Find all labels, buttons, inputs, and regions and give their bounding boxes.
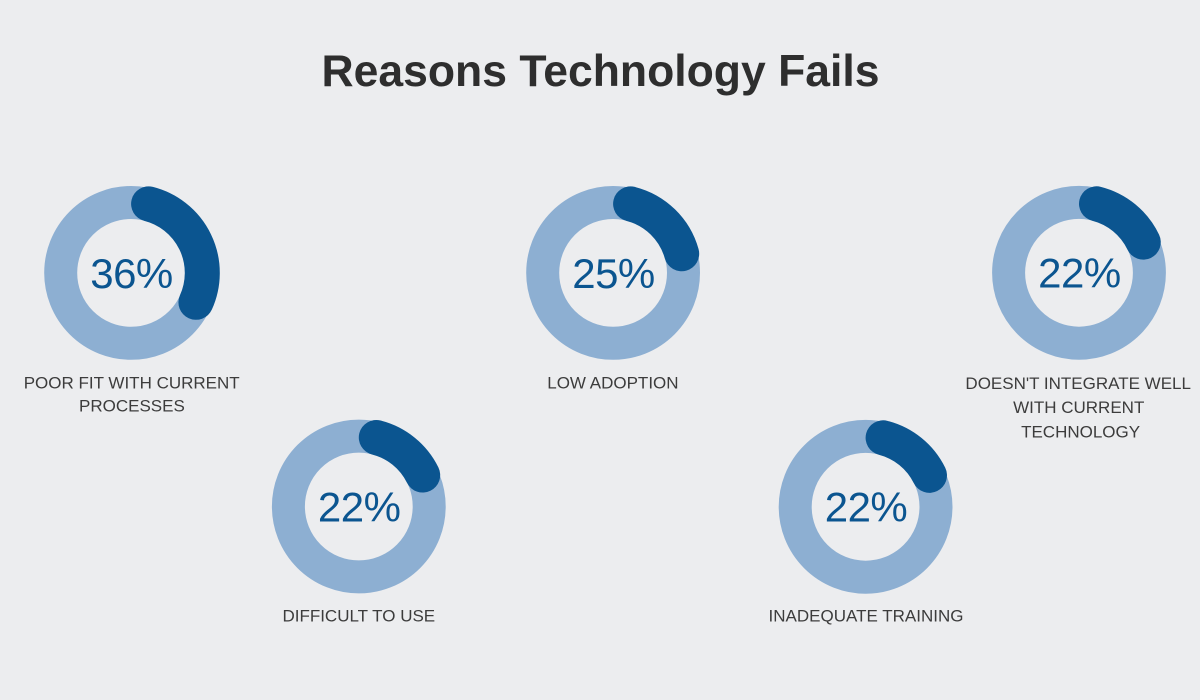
svg-text:22%: 22%	[825, 484, 908, 531]
svg-text:PROCESSES: PROCESSES	[79, 397, 185, 416]
svg-text:POOR FIT WITH CURRENT: POOR FIT WITH CURRENT	[24, 373, 240, 392]
svg-text:22%: 22%	[1038, 250, 1121, 297]
svg-text:LOW ADOPTION: LOW ADOPTION	[547, 373, 678, 392]
svg-text:INADEQUATE TRAINING: INADEQUATE TRAINING	[769, 607, 964, 626]
svg-text:DOESN'T INTEGRATE WELL: DOESN'T INTEGRATE WELL	[965, 374, 1191, 393]
svg-text:DIFFICULT TO USE: DIFFICULT TO USE	[282, 607, 435, 626]
svg-text:Reasons Technology Fails: Reasons Technology Fails	[321, 47, 879, 96]
svg-text:25%: 25%	[572, 250, 655, 297]
svg-text:22%: 22%	[318, 483, 401, 530]
svg-text:36%: 36%	[90, 250, 173, 297]
svg-text:WITH CURRENT: WITH CURRENT	[1013, 398, 1144, 417]
svg-text:TECHNOLOGY: TECHNOLOGY	[1021, 423, 1140, 442]
